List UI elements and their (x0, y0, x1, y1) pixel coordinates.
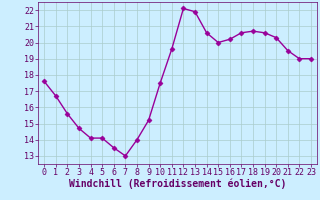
X-axis label: Windchill (Refroidissement éolien,°C): Windchill (Refroidissement éolien,°C) (69, 179, 286, 189)
